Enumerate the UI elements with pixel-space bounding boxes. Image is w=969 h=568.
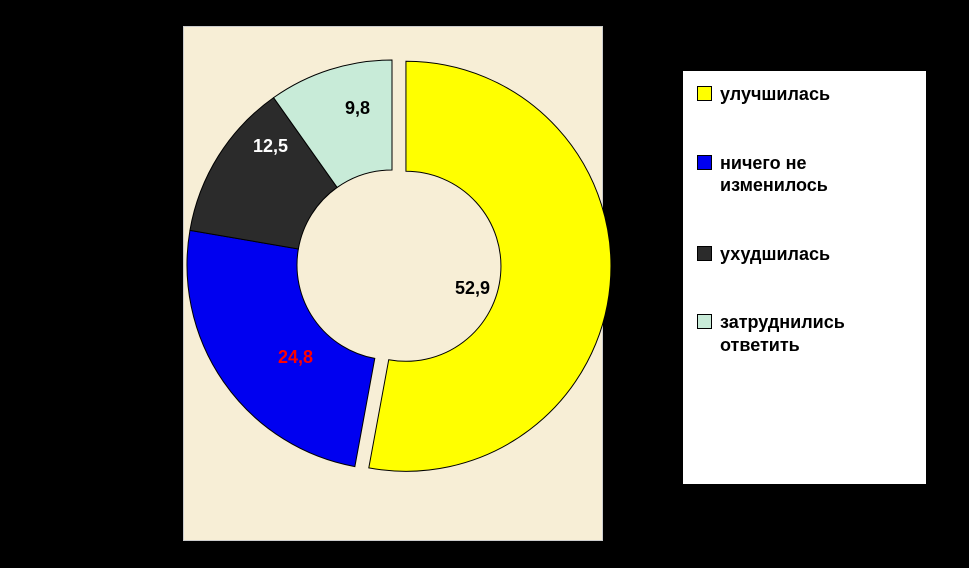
legend-item: затруднилисьответить [697,311,912,356]
legend-item: ничего неизменилось [697,152,912,197]
legend-label: улучшилась [720,83,830,106]
legend-item: ухудшилась [697,243,912,266]
legend-label: затруднилисьответить [720,311,845,356]
slice-label-2: 12,5 [253,136,288,157]
legend-swatch [697,314,712,329]
legend-label: ухудшилась [720,243,830,266]
legend-swatch [697,86,712,101]
legend-item: улучшилась [697,83,912,106]
donut-slice [369,61,611,471]
legend-label: ничего неизменилось [720,152,828,197]
chart-stage: 52,9 24,8 12,5 9,8 улучшилась ничего неи… [0,0,969,568]
slice-label-1: 24,8 [278,347,313,368]
legend-swatch [697,246,712,261]
slice-label-3: 9,8 [345,98,370,119]
legend: улучшилась ничего неизменилось ухудшилас… [682,70,927,485]
legend-swatch [697,155,712,170]
slice-label-0: 52,9 [455,278,490,299]
